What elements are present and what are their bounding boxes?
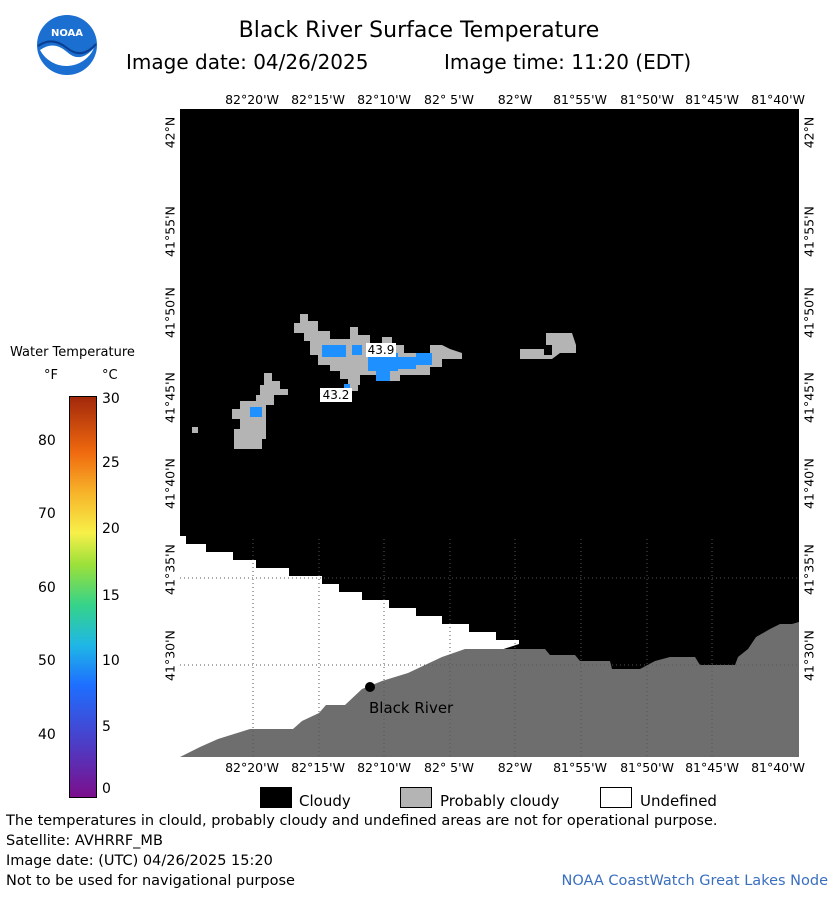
legend-label-probably-cloudy: Probably cloudy: [440, 792, 560, 810]
footer-satellite: Satellite: AVHRRF_MB: [6, 833, 163, 849]
footer-disclaimer: The temperatures in clould, probably clo…: [6, 813, 718, 829]
lon-label-bottom: 81°40'W: [751, 760, 805, 775]
image-date: Image date: 04/26/2025: [126, 50, 369, 74]
lon-label-top: 82°15'W: [291, 92, 345, 107]
lon-label-top: 82°W: [497, 92, 533, 107]
map-title: Black River Surface Temperature: [238, 18, 600, 43]
place-label-black-river: Black River: [369, 699, 454, 717]
legend-swatch-cloudy: [260, 787, 292, 808]
lon-label-bottom: 82°15'W: [291, 760, 345, 775]
lon-label-bottom: 82°W: [497, 760, 533, 775]
legend-swatch-undefined: [600, 787, 632, 808]
lat-label-left: 42°N: [162, 116, 178, 149]
colorbar-tick-f: 80: [38, 433, 56, 449]
colorbar-title: Water Temperature: [10, 345, 135, 360]
noaa-logo-icon: NOAA: [37, 15, 97, 75]
colorbar-unit-c: °C: [102, 368, 118, 383]
lon-label-top: 81°55'W: [553, 92, 607, 107]
legend-label-undefined: Undefined: [640, 792, 717, 810]
black-river-marker: [365, 682, 375, 692]
lon-label-bottom: 81°45'W: [685, 760, 739, 775]
colorbar-tick-f: 60: [38, 580, 56, 596]
legend-label-cloudy: Cloudy: [299, 792, 351, 810]
lat-label-right: 41°35'N: [801, 544, 817, 595]
lon-label-top: 82°10'W: [357, 92, 411, 107]
lon-label-bottom: 82° 5'W: [424, 760, 474, 775]
water-temperature-pixels: [250, 345, 432, 417]
colorbar: [69, 396, 97, 798]
lat-label-left: 41°40'N: [162, 458, 178, 509]
logo-text: NOAA: [51, 28, 83, 39]
colorbar-tick-c: 15: [102, 588, 120, 604]
lat-label-right: 41°30'N: [801, 630, 817, 681]
lon-label-bottom: 82°20'W: [225, 760, 279, 775]
lon-label-top: 81°45'W: [685, 92, 739, 107]
lon-label-top: 82°20'W: [225, 92, 279, 107]
footer-credit: NOAA CoastWatch Great Lakes Node: [561, 873, 828, 889]
temp-label-43-2: 43.2: [323, 388, 350, 402]
colorbar-tick-c: 5: [102, 719, 111, 735]
colorbar-tick-c: 20: [102, 521, 120, 537]
graticule: [180, 539, 799, 757]
lat-label-right: 41°45'N: [801, 372, 817, 423]
lat-label-left: 41°30'N: [162, 630, 178, 681]
colorbar-tick-f: 40: [38, 727, 56, 743]
footer-utc-date: Image date: (UTC) 04/26/2025 15:20: [6, 853, 273, 869]
lon-label-bottom: 81°55'W: [553, 760, 607, 775]
land-area: [180, 622, 799, 757]
temp-label-43-9: 43.9: [368, 343, 395, 357]
lon-label-top: 81°40'W: [751, 92, 805, 107]
lat-label-left: 41°55'N: [162, 206, 178, 257]
colorbar-tick-f: 50: [38, 653, 56, 669]
lon-label-top: 82° 5'W: [424, 92, 474, 107]
colorbar-tick-f: 70: [38, 506, 56, 522]
lat-label-left: 41°45'N: [162, 372, 178, 423]
lat-label-right: 41°50'N: [801, 287, 817, 338]
lon-label-bottom: 82°10'W: [357, 760, 411, 775]
footer-nav-warning: Not to be used for navigational purpose: [6, 873, 295, 889]
undefined-area: [180, 536, 519, 757]
lon-label-bottom: 81°50'W: [620, 760, 674, 775]
lat-label-right: 41°40'N: [801, 458, 817, 509]
colorbar-tick-c: 10: [102, 653, 120, 669]
lat-label-right: 42°N: [801, 116, 817, 149]
lat-label-left: 41°50'N: [162, 287, 178, 338]
colorbar-unit-f: °F: [44, 368, 58, 383]
lon-label-top: 81°50'W: [620, 92, 674, 107]
legend-swatch-probably-cloudy: [400, 787, 432, 808]
temperature-labels: 43.9 43.2: [320, 343, 396, 402]
sst-map: 43.9 43.2 Black River: [180, 109, 799, 757]
lat-label-right: 41°55'N: [801, 206, 817, 257]
lat-label-left: 41°35'N: [162, 544, 178, 595]
image-time: Image time: 11:20 (EDT): [444, 50, 692, 74]
colorbar-tick-c: 25: [102, 455, 120, 471]
colorbar-tick-c: 0: [102, 781, 111, 797]
colorbar-tick-c: 30: [102, 391, 120, 407]
